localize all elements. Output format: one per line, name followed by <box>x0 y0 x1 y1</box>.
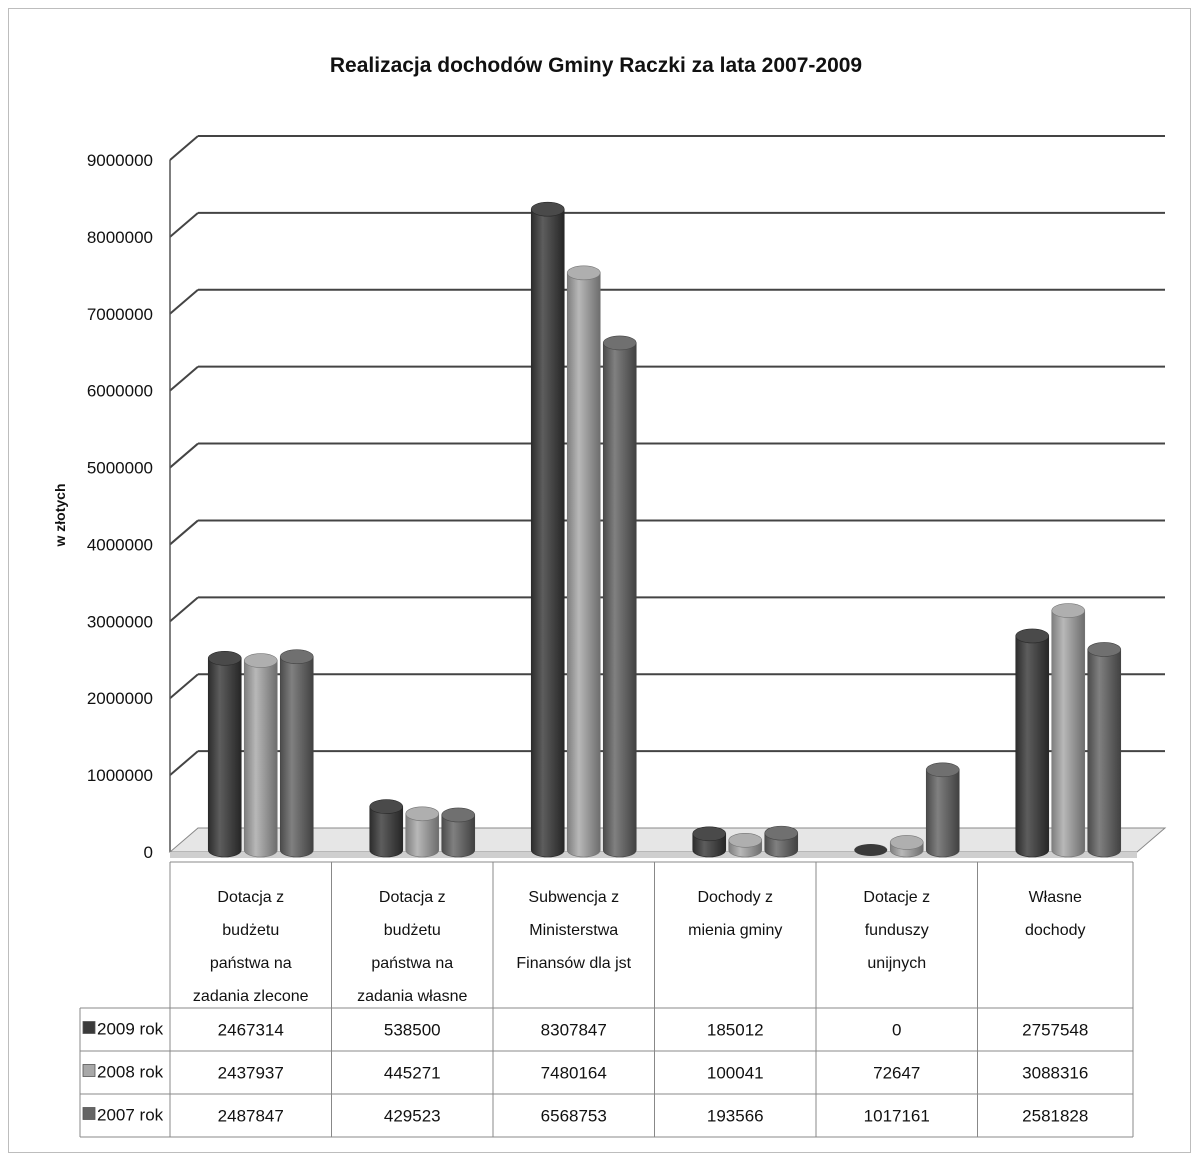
y-tick-label: 4000000 <box>87 535 153 554</box>
floor-edge <box>170 852 1137 858</box>
category-label: zadania własne <box>357 988 467 1005</box>
y-tick-label: 8000000 <box>87 228 153 247</box>
bar <box>854 844 888 856</box>
category-label: Dochody z <box>697 889 773 906</box>
y-tick-label: 6000000 <box>87 382 153 401</box>
category-label: państwa na <box>371 955 453 972</box>
category-label: funduszy <box>865 922 929 939</box>
category-label: budżetu <box>384 922 441 939</box>
value-cell: 7480164 <box>541 1064 607 1083</box>
value-cell: 185012 <box>707 1021 764 1040</box>
y-axis-ticks: 0 1000000 2000000 3000000 4000000 5000000 6000… <box>87 151 153 862</box>
legend-swatch <box>82 1064 96 1077</box>
value-cell: 0 <box>892 1021 901 1040</box>
gridline-diagonal <box>169 365 199 392</box>
gridline-diagonal <box>169 442 199 469</box>
category-label: mienia gminy <box>688 922 782 939</box>
category-label: dochody <box>1025 922 1086 939</box>
bar <box>889 835 924 858</box>
value-cell: 2757548 <box>1022 1021 1088 1040</box>
bar <box>243 653 278 858</box>
gridline-diagonal <box>169 750 199 776</box>
y-tick-label: 1000000 <box>87 766 153 785</box>
value-cell: 1017161 <box>864 1107 930 1126</box>
category-label: zadania zlecone <box>193 988 309 1005</box>
category-label: Dotacja z <box>379 889 446 906</box>
gridline-diagonal <box>169 212 199 238</box>
category-label: państwa na <box>210 955 292 972</box>
category-label: Dotacje z <box>863 889 930 906</box>
bar <box>441 807 476 858</box>
legend-swatch <box>82 1021 96 1034</box>
y-tick-label: 5000000 <box>87 459 153 478</box>
category-label: Własne <box>1029 889 1082 906</box>
bar <box>1087 642 1122 858</box>
y-tick-label: 3000000 <box>87 612 153 631</box>
value-cell: 72647 <box>873 1064 920 1083</box>
legend-label: 2007 rok <box>97 1106 164 1125</box>
bar-layer <box>207 201 1122 858</box>
value-cell: 2437937 <box>218 1064 284 1083</box>
value-cell: 2581828 <box>1022 1107 1088 1126</box>
bar <box>369 799 404 858</box>
bar <box>566 265 601 858</box>
legend-swatch <box>82 1107 96 1120</box>
value-cell: 538500 <box>384 1021 441 1040</box>
y-tick-label: 2000000 <box>87 689 153 708</box>
data-table: Dotacja z budżetu państwa na zadania zlecon… <box>79 861 1134 1138</box>
gridline-diagonal <box>169 596 199 623</box>
bar <box>602 335 637 858</box>
category-label: Finansów dla jst <box>516 955 631 972</box>
value-cell: 2467314 <box>218 1021 284 1040</box>
grid-layer <box>169 135 1165 852</box>
gridline-diagonal <box>169 289 199 315</box>
category-label: Subwencja z <box>528 889 619 906</box>
value-cell: 100041 <box>707 1064 764 1083</box>
value-cell: 193566 <box>707 1107 764 1126</box>
legend-label: 2008 rok <box>97 1063 164 1082</box>
y-tick-label: 9000000 <box>87 151 153 170</box>
bar <box>279 649 314 858</box>
value-cell: 8307847 <box>541 1021 607 1040</box>
category-label: budżetu <box>222 922 279 939</box>
category-label: unijnych <box>867 955 926 972</box>
y-tick-label: 0 <box>144 843 153 862</box>
bar <box>530 201 565 858</box>
gridline-diagonal <box>169 673 199 699</box>
bar <box>1015 628 1050 858</box>
bar <box>925 762 960 858</box>
bar <box>1051 603 1086 858</box>
value-cell: 6568753 <box>541 1107 607 1126</box>
value-cell: 429523 <box>384 1107 441 1126</box>
bar <box>207 650 242 858</box>
category-label: Dotacja z <box>217 889 284 906</box>
bar <box>728 833 763 858</box>
y-tick-label: 7000000 <box>87 305 153 324</box>
value-cell: 3088316 <box>1022 1064 1088 1083</box>
bar <box>764 825 799 858</box>
value-cell: 2487847 <box>218 1107 284 1126</box>
category-label: Ministerstwa <box>529 922 618 939</box>
gridline-diagonal <box>169 135 199 161</box>
value-cell: 445271 <box>384 1064 441 1083</box>
chart-title: Realizacja dochodów Gminy Raczki za lata… <box>329 54 863 77</box>
gridline-diagonal <box>169 519 199 546</box>
legend-label: 2009 rok <box>97 1020 164 1039</box>
bar <box>692 826 727 858</box>
bar <box>405 806 440 858</box>
